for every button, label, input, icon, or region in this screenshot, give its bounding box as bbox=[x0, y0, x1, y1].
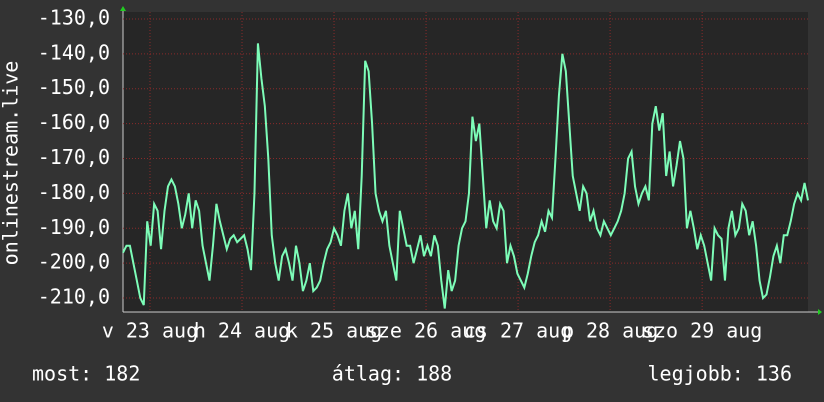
y-axis-arrow bbox=[120, 6, 126, 11]
x-tick-label: k 25 aug bbox=[286, 319, 382, 343]
footer-best: legjobb: 136 bbox=[648, 362, 793, 386]
y-tick-label: -140,0 bbox=[38, 40, 110, 64]
y-tick-label: -210,0 bbox=[38, 285, 110, 309]
plot-area bbox=[123, 12, 808, 312]
y-tick-label: -180,0 bbox=[38, 180, 110, 204]
y-tick-label: -200,0 bbox=[38, 250, 110, 274]
data-line bbox=[122, 43, 809, 309]
y-tick-label: -150,0 bbox=[38, 75, 110, 99]
footer-average: átlag: 188 bbox=[332, 362, 452, 386]
x-tick-label: h 24 aug bbox=[194, 319, 290, 343]
x-tick-label: cs 27 aug bbox=[464, 319, 572, 343]
x-tick-label: v 23 aug bbox=[102, 319, 198, 343]
y-tick-label: -130,0 bbox=[38, 5, 110, 29]
y-axis-label: onlinestream.live bbox=[0, 61, 23, 266]
y-tick-label: -160,0 bbox=[38, 110, 110, 134]
x-tick-label: p 28 aug bbox=[562, 319, 658, 343]
y-tick-label: -190,0 bbox=[38, 215, 110, 239]
x-tick-label: szo 29 aug bbox=[642, 319, 762, 343]
footer-most: most: 182 bbox=[32, 362, 140, 386]
x-axis-arrow bbox=[818, 309, 822, 315]
y-tick-label: -170,0 bbox=[38, 145, 110, 169]
x-tick-label: sze 26 aug bbox=[366, 319, 486, 343]
